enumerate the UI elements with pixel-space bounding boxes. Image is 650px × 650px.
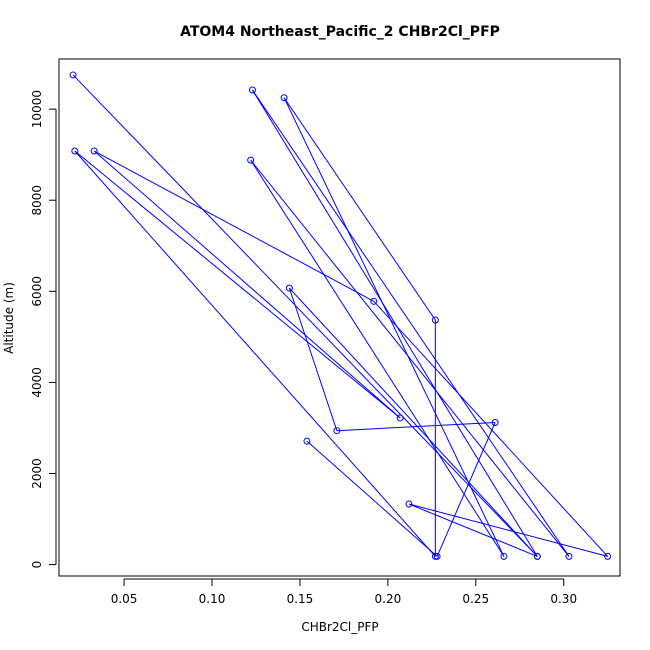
x-tick-label: 0.25 xyxy=(462,592,489,606)
y-axis: 0 2000 4000 6000 8000 10000 xyxy=(30,90,57,569)
data-point xyxy=(333,427,341,435)
series-points xyxy=(69,71,612,560)
series-segment xyxy=(252,89,570,557)
data-point xyxy=(280,94,288,102)
data-point xyxy=(431,316,439,324)
series-segment xyxy=(72,74,538,557)
data-point xyxy=(491,418,499,426)
data-point xyxy=(303,437,311,445)
series-segment xyxy=(74,150,401,419)
chart-title: ATOM4 Northeast_Pacific_2 CHBr2Cl_PFP xyxy=(180,24,500,40)
series-segment xyxy=(93,150,401,419)
y-tick-label: 10000 xyxy=(30,90,44,128)
data-point xyxy=(500,552,508,560)
data-point xyxy=(405,500,413,508)
series-segment xyxy=(306,440,438,557)
series-segment xyxy=(250,159,505,557)
x-tick-label: 0.15 xyxy=(287,592,314,606)
y-tick-label: 6000 xyxy=(30,276,44,307)
series-segment xyxy=(408,503,538,557)
series-segment xyxy=(252,89,538,557)
y-tick-label: 8000 xyxy=(30,185,44,216)
x-axis: 0.05 0.10 0.15 0.20 0.25 0.30 xyxy=(111,578,577,606)
series-lines xyxy=(72,74,609,557)
series-segment xyxy=(283,97,436,321)
data-point xyxy=(565,552,573,560)
x-axis-label: CHBr2Cl_PFP xyxy=(301,620,378,634)
data-point xyxy=(71,147,79,155)
y-tick-label: 0 xyxy=(30,561,44,569)
series-segment xyxy=(93,150,375,302)
data-point xyxy=(247,156,255,164)
x-tick-label: 0.30 xyxy=(550,592,577,606)
data-point xyxy=(69,71,77,79)
data-point xyxy=(90,147,98,155)
series-segment xyxy=(288,287,338,431)
y-axis-label: Altitude (m) xyxy=(2,282,16,354)
series-segment xyxy=(250,159,570,557)
series-segment xyxy=(283,97,505,557)
x-tick-label: 0.20 xyxy=(375,592,402,606)
data-point xyxy=(604,552,612,560)
data-point xyxy=(285,284,293,292)
data-point xyxy=(433,552,441,560)
data-point xyxy=(533,552,541,560)
plot-box xyxy=(58,58,621,577)
series-segment xyxy=(74,150,436,557)
series-segment xyxy=(436,422,496,557)
data-point xyxy=(396,414,404,422)
data-point xyxy=(248,86,256,94)
series-segment xyxy=(373,300,609,557)
series-segment xyxy=(336,421,496,432)
series-segment xyxy=(289,287,538,557)
y-tick-label: 4000 xyxy=(30,367,44,398)
series-segment xyxy=(408,503,608,557)
x-tick-label: 0.05 xyxy=(111,592,138,606)
y-tick-label: 2000 xyxy=(30,458,44,489)
data-point xyxy=(370,297,378,305)
x-tick-label: 0.10 xyxy=(199,592,226,606)
